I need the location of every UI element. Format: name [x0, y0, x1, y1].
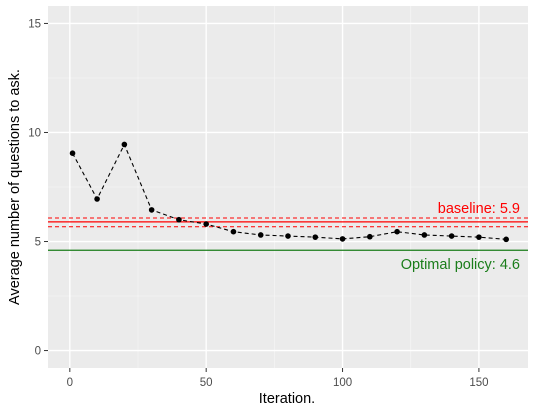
axes: 0 50 100 150 0 5 10 15 [28, 18, 488, 389]
y-axis-title: Average number of questions to ask. [7, 69, 23, 305]
x-axis-tick-label: 0 [67, 377, 73, 389]
data-point [312, 234, 319, 240]
data-point [121, 141, 128, 148]
y-axis-tick-label: 0 [35, 346, 41, 358]
baseline-label: baseline: 5.9 [438, 201, 520, 217]
data-point [257, 232, 264, 238]
data-point [503, 236, 509, 243]
x-axis-tick-label: 50 [200, 377, 213, 389]
data-point [394, 228, 400, 235]
data-point [285, 233, 291, 239]
data-point [339, 236, 346, 242]
data-point [176, 216, 182, 223]
data-point [230, 228, 237, 235]
x-axis-tick-label: 150 [469, 377, 488, 389]
data-point [448, 233, 455, 239]
data-point [367, 233, 373, 240]
x-axis-title: Iteration. [259, 391, 315, 407]
grid-lines [48, 6, 528, 368]
data-point [94, 196, 100, 202]
y-axis-tick-label: 10 [28, 127, 41, 139]
y-axis-tick-label: 15 [28, 18, 41, 30]
data-point [476, 234, 482, 240]
data-point [203, 221, 209, 227]
data-point [148, 207, 155, 213]
optimal-policy-label: Optimal policy: 4.6 [401, 257, 520, 273]
y-axis-tick-label: 5 [35, 237, 41, 249]
data-point [421, 232, 428, 238]
x-axis-tick-label: 100 [333, 377, 352, 389]
data-series [69, 141, 509, 243]
data-point [69, 150, 76, 156]
reference-lines [48, 217, 528, 251]
